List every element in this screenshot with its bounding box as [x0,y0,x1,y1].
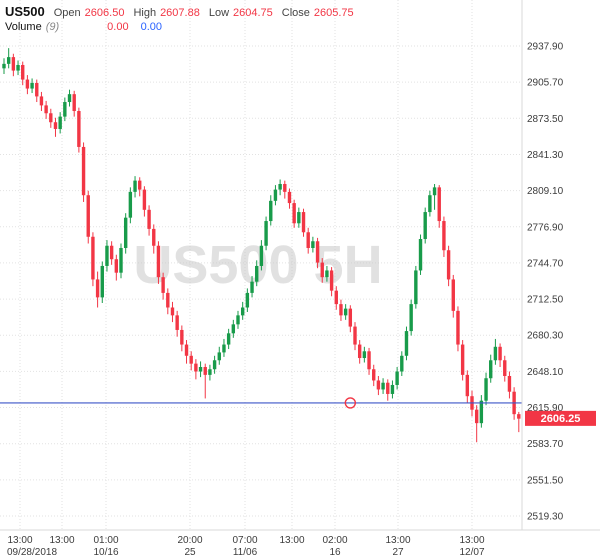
svg-text:27: 27 [392,547,404,558]
svg-text:2680.30: 2680.30 [527,331,564,342]
svg-text:07:00: 07:00 [232,535,257,546]
svg-text:10/16: 10/16 [93,547,118,558]
open-label: Open [53,7,81,19]
last-price-badge-text: 2606.25 [541,413,581,425]
high-value: 2607.88 [160,7,200,19]
svg-text:13:00: 13:00 [279,535,304,546]
last-price-badge [525,410,596,426]
volume-param: (9) [45,21,60,33]
svg-text:13:00: 13:00 [385,535,410,546]
svg-text:2615.90: 2615.90 [527,403,564,414]
close-label: Close [281,7,310,19]
svg-text:2809.10: 2809.10 [527,186,564,197]
svg-text:2873.50: 2873.50 [527,114,564,125]
volume-value-2: 0.00 [140,21,162,33]
chart-watermark: US500 5H [133,235,382,295]
y-axis[interactable]: 2937.90 2905.70 2873.50 2841.30 2809.10 2776.… [527,42,564,523]
svg-text:13:00: 13:00 [49,535,74,546]
svg-text:2841.30: 2841.30 [527,150,564,161]
svg-text:13:00: 13:00 [459,535,484,546]
svg-text:01:00: 01:00 [93,535,118,546]
symbol-label: US500 [5,4,45,19]
svg-text:2776.90: 2776.90 [527,222,564,233]
svg-text:2905.70: 2905.70 [527,78,564,89]
volume-legend: Volume (9) 0.00 0.00 [5,21,162,33]
svg-text:2744.70: 2744.70 [527,258,564,269]
svg-text:25: 25 [184,547,196,558]
high-label: High [133,7,157,19]
svg-text:09/28/2018: 09/28/2018 [7,547,57,558]
volume-value-1: 0.00 [107,21,129,33]
svg-text:20:00: 20:00 [177,535,202,546]
low-label: Low [208,7,230,19]
volume-label: Volume [5,21,42,33]
open-value: 2606.50 [84,7,125,19]
order-marker-circle[interactable] [344,397,357,409]
svg-text:2937.90: 2937.90 [527,42,564,53]
svg-text:16: 16 [329,547,341,558]
svg-text:2519.30: 2519.30 [527,512,564,523]
svg-text:2648.10: 2648.10 [527,367,564,378]
close-value: 2605.75 [313,7,354,19]
svg-text:2551.50: 2551.50 [527,475,564,486]
low-value: 2604.75 [233,7,273,19]
ohlc-legend: US500 Open 2606.50 High 2607.88 Low 2604… [5,4,354,19]
svg-text:2583.70: 2583.70 [527,439,564,450]
svg-text:12/07: 12/07 [459,547,484,558]
svg-text:13:00: 13:00 [7,535,32,546]
candles-layer [2,48,521,443]
svg-text:2712.50: 2712.50 [527,295,564,306]
svg-text:02:00: 02:00 [322,535,347,546]
svg-text:11/06: 11/06 [233,547,258,558]
